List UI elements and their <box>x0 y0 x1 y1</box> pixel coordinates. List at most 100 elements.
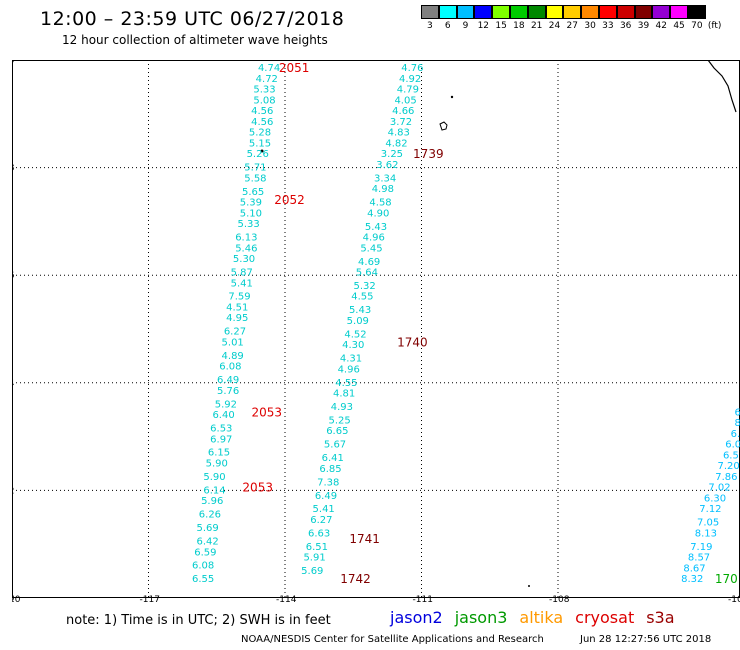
wave-height-label: 6.40 <box>212 410 234 421</box>
legend-label: 24 <box>548 21 561 31</box>
wave-height-label: 6.08 <box>219 362 241 373</box>
lon-tick-label: -108 <box>549 595 570 602</box>
wave-height-label: 4.66 <box>392 106 414 117</box>
mission-cryosat: cryosat <box>575 608 635 627</box>
mission-jason2: jason2 <box>390 608 443 627</box>
wave-height-label: 4.81 <box>333 389 355 400</box>
wave-height-label: 4.58 <box>369 198 391 209</box>
lat-tick-label: 10 <box>12 594 15 602</box>
wave-height-label: 6.27 <box>224 327 246 338</box>
wave-height-label: 4.82 <box>385 138 407 149</box>
lat-tick-label: 20 <box>12 60 15 66</box>
legend-swatch <box>509 5 528 19</box>
wave-height-label: 6.0 <box>725 440 740 451</box>
wave-height-label: 5.46 <box>235 243 257 254</box>
wave-height-label: 4.05 <box>394 95 416 106</box>
pass-time-label: 2052 <box>274 193 305 207</box>
wave-height-label: 5.33 <box>253 85 275 96</box>
legend-swatches <box>421 5 724 19</box>
wave-height-label: 6.63 <box>308 528 330 539</box>
legend-label: 42 <box>655 21 667 31</box>
legend-label: 3 <box>427 21 433 31</box>
wave-height-label: 5.08 <box>253 95 275 106</box>
lon-tick-label: -10 <box>728 595 740 602</box>
wave-height-label: 5.58 <box>244 173 266 184</box>
wave-height-label: 8.32 <box>681 574 703 585</box>
wave-height-label: 4.74 <box>258 63 280 74</box>
legend-swatch <box>421 5 439 19</box>
wave-height-label: 4.92 <box>399 74 421 85</box>
wave-height-label: 6.5 <box>723 450 739 461</box>
legend-swatch <box>474 5 493 19</box>
wave-height-label: 4.76 <box>401 63 423 74</box>
wave-height-label: 5.65 <box>242 187 264 198</box>
mission-altika: altika <box>519 608 564 627</box>
wave-height-label: 5.92 <box>215 399 237 410</box>
wave-height-label: 6.51 <box>306 542 328 553</box>
wave-height-label: 5.15 <box>249 138 271 149</box>
wave-height-label: 7.86 <box>715 472 737 483</box>
wave-height-label: 5.30 <box>233 254 255 265</box>
legend-swatch <box>563 5 582 19</box>
wave-height-label: 6.49 <box>217 375 239 386</box>
legend-label: 45 <box>673 21 685 31</box>
wave-height-label: 6.97 <box>210 434 232 445</box>
legend-swatch <box>670 5 688 19</box>
page-subtitle: 12 hour collection of altimeter wave hei… <box>62 33 328 47</box>
pass-time-label: 1741 <box>349 532 380 546</box>
wave-height-label: 8.67 <box>683 563 705 574</box>
wave-height-label: 4.79 <box>397 85 419 96</box>
wave-height-label: 4.95 <box>226 313 248 324</box>
lat-tick-label: 12 <box>12 486 14 496</box>
legend-swatch <box>438 5 457 19</box>
wave-height-label: 6.53 <box>210 424 232 435</box>
coastline <box>707 60 737 113</box>
wave-height-label: 5.45 <box>360 243 382 254</box>
wave-height-label: 5.39 <box>240 198 262 209</box>
legend-label: 30 <box>584 21 596 31</box>
legend-swatch <box>687 5 706 19</box>
lon-tick-label: -117 <box>140 595 160 602</box>
lon-tick-label: -111 <box>413 595 433 602</box>
wave-height-label: 5.90 <box>206 459 228 470</box>
legend-swatch <box>598 5 617 19</box>
mission-jason3: jason3 <box>454 608 508 627</box>
pass-time-label: 2051 <box>279 61 310 75</box>
lon-tick-label: -120 <box>12 595 21 602</box>
legend-swatch <box>456 5 475 19</box>
legend-label: 33 <box>602 21 614 31</box>
wave-height-label: 6.85 <box>319 464 341 475</box>
wave-height-map: 20 18 16 14 12 10-120 -117 -114 -111 -108 -10 4.74 4… <box>12 60 740 602</box>
wave-height-label: 5.41 <box>313 504 335 515</box>
wave-height-label: 4.56 <box>251 117 273 128</box>
wave-height-label: 5.67 <box>324 440 346 451</box>
legend-label: 36 <box>619 21 632 31</box>
legend-swatch <box>652 5 671 19</box>
wave-height-label: 4.55 <box>335 378 357 389</box>
wave-height-label: 6.41 <box>322 453 344 464</box>
legend-swatch <box>581 5 599 19</box>
wave-height-label: 5.71 <box>244 163 266 174</box>
lat-tick-label: 14 <box>12 379 15 389</box>
lon-tick-label: -114 <box>276 595 297 602</box>
lat-tick-label: 18 <box>12 164 15 174</box>
lat-tick-label: 16 <box>12 271 15 281</box>
footer-credit: NOAA/NESDIS Center for Satellite Applica… <box>241 634 544 645</box>
wave-height-label: 7.19 <box>690 542 712 553</box>
footer-timestamp: Jun 28 12:27:56 UTC 2018 <box>580 634 712 645</box>
legend-swatch <box>545 5 564 19</box>
wave-height-label: 7.59 <box>228 292 250 303</box>
wave-height-label: 6 <box>735 407 740 418</box>
page-title: 12:00 – 23:59 UTC 06/27/2018 <box>40 8 345 30</box>
wave-height-label: 3.62 <box>376 160 398 171</box>
legend-unit: (ft) <box>707 21 722 31</box>
wave-height-label: 4.93 <box>331 402 353 413</box>
legend-swatch <box>616 5 635 19</box>
pass-time-label: 170 <box>715 572 738 586</box>
wave-height-label: 8.13 <box>695 528 717 539</box>
wave-height-label: 6.08 <box>192 561 214 572</box>
legend-swatch <box>492 5 510 19</box>
legend-label: 12 <box>477 21 490 31</box>
wave-height-label: 5.09 <box>347 316 369 327</box>
wave-height-label: 5.10 <box>240 208 262 219</box>
